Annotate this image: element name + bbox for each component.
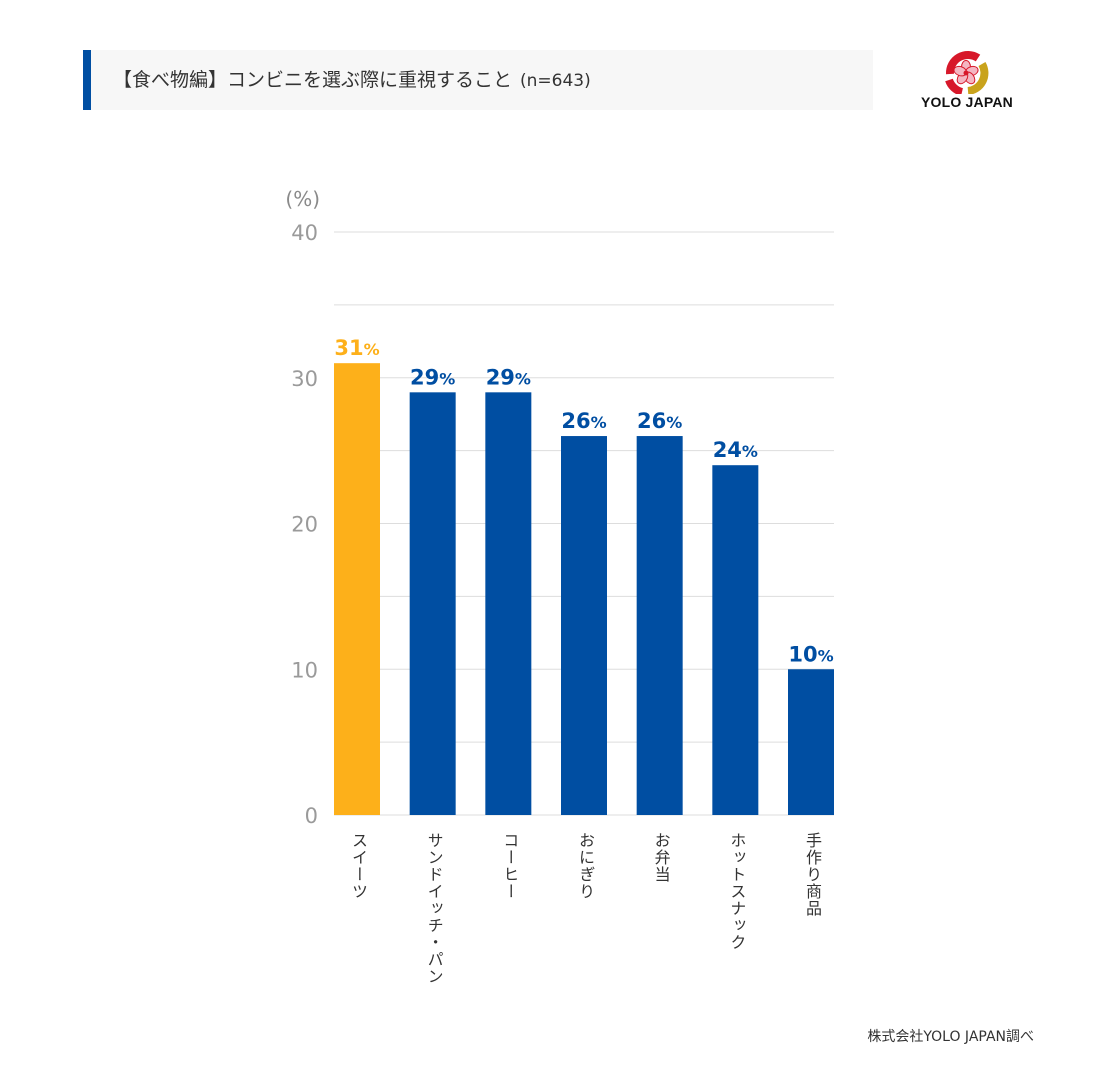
category-label-7: 手作り商品 (803, 832, 822, 917)
data-label-unit: % (364, 340, 380, 359)
bar-3 (485, 392, 532, 815)
y-tick-label: 20 (291, 513, 318, 537)
bars (334, 363, 834, 815)
data-label-unit: % (742, 442, 758, 461)
data-label-value: 10 (788, 642, 817, 666)
bar-6 (712, 465, 759, 815)
data-label-value: 26 (637, 409, 666, 433)
data-label-7: 10% (788, 642, 833, 666)
logo-flower-center (963, 70, 969, 76)
category-label-1: スイーツ (349, 832, 368, 900)
data-label-6: 24% (713, 438, 758, 462)
category-label-4: おにぎり (576, 832, 595, 900)
data-label-value: 26 (561, 409, 590, 433)
y-axis-unit-label: (%) (285, 187, 320, 211)
y-tick-label: 40 (291, 221, 318, 245)
title-banner: 【食べ物編】コンビニを選ぶ際に重視すること (n=643) (83, 50, 873, 110)
bar-4 (561, 436, 607, 815)
chart-title: 【食べ物編】コンビニを選ぶ際に重視すること (n=643) (113, 50, 591, 110)
bar-2 (409, 392, 456, 815)
title-accent-bar (83, 50, 91, 110)
logo-text: YOLO JAPAN (921, 94, 1013, 110)
yolo-japan-logo: YOLO JAPAN (912, 46, 1022, 116)
category-label-5: お弁当 (651, 832, 671, 883)
category-label-6: ホットスナック (727, 832, 747, 951)
data-label-5: 26% (637, 409, 682, 433)
category-label-3: コーヒー (500, 832, 520, 900)
bar-1 (334, 363, 380, 815)
y-tick-label: 0 (305, 804, 318, 828)
y-tick-label: 30 (291, 367, 318, 391)
category-label-2: サンドイッチ・パン (424, 832, 444, 985)
data-label-1: 31% (334, 336, 379, 360)
y-tick-label: 10 (291, 658, 318, 682)
data-label-unit: % (439, 369, 455, 388)
source-note: 株式会社YOLO JAPAN調べ (867, 1029, 1034, 1045)
data-label-value: 24 (713, 438, 742, 462)
y-axis-ticks: 0 10 20 30 40 (291, 221, 318, 828)
data-label-value: 29 (486, 365, 515, 389)
chart-title-main: 【食べ物編】コンビニを選ぶ際に重視すること (113, 69, 513, 91)
data-label-unit: % (818, 646, 834, 665)
data-labels: 31%29% 29%26% 26%24%10% (334, 336, 833, 666)
data-label-unit: % (666, 413, 682, 432)
bar-7 (788, 669, 834, 815)
data-label-4: 26% (561, 409, 606, 433)
data-label-value: 31 (334, 336, 363, 360)
data-label-2: 29% (410, 365, 455, 389)
sakura-circle-logo-icon (945, 50, 989, 96)
data-label-unit: % (515, 369, 531, 388)
data-label-3: 29% (486, 365, 531, 389)
bar-5 (636, 436, 683, 815)
data-label-unit: % (591, 413, 607, 432)
chart-sample-size: (n=643) (520, 71, 591, 91)
data-label-value: 29 (410, 365, 439, 389)
